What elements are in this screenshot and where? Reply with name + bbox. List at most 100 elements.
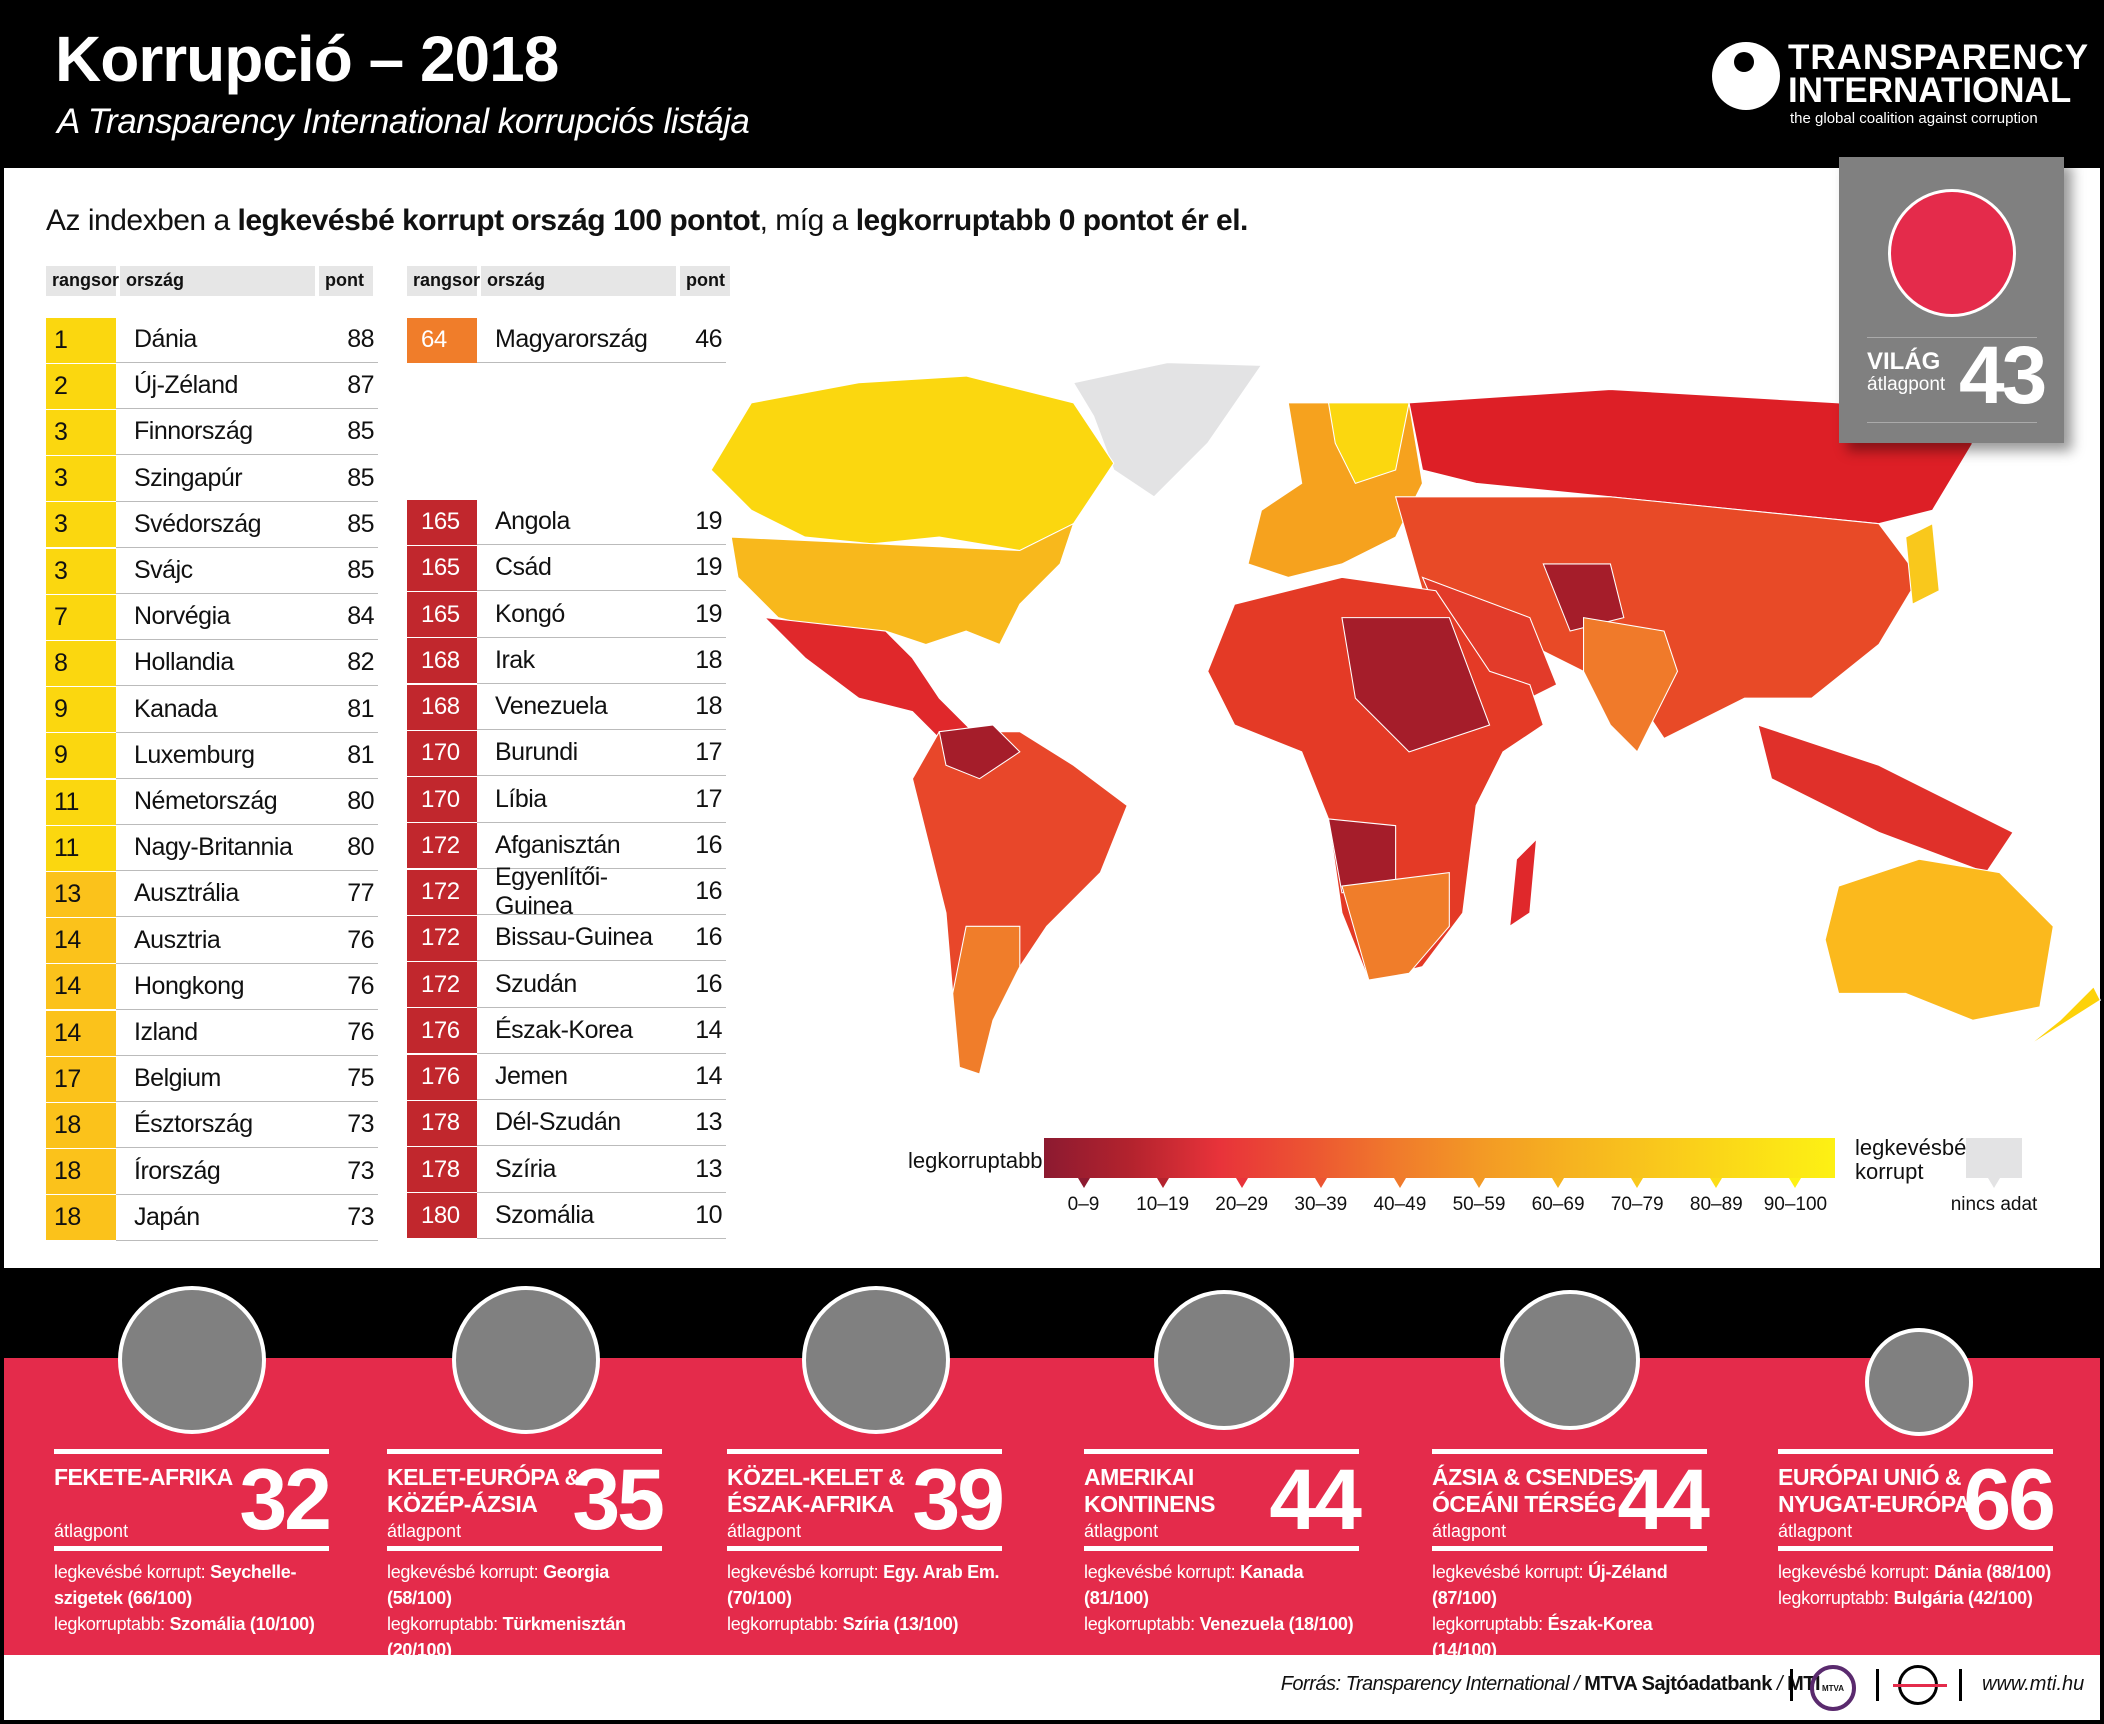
rank-cell: 14 xyxy=(46,918,116,964)
rank-cell: 172 xyxy=(407,962,477,1007)
score-cell: 18 xyxy=(672,684,726,730)
header-country: ország xyxy=(481,266,676,296)
map-south-america xyxy=(911,731,1128,1075)
score-cell: 17 xyxy=(672,730,726,777)
score-cell: 16 xyxy=(672,823,726,869)
worst-country: Venezuela (18/100) xyxy=(1199,1614,1354,1634)
header: Korrupció – 2018 A Transparency Internat… xyxy=(0,0,2104,168)
region-score: 39 xyxy=(912,1452,1005,1548)
region-title: EURÓPAI UNIÓ & NYUGAT-EURÓPA xyxy=(1778,1464,1971,1518)
country-cell: Szudán xyxy=(477,962,672,1008)
rank-cell: 172 xyxy=(407,915,477,961)
region-title: KELET-EURÓPA & KÖZÉP-ÁZSIA xyxy=(387,1464,581,1518)
worst-label: legkorruptabb: xyxy=(1084,1614,1195,1634)
rank-cell: 1 xyxy=(46,317,116,363)
score-cell: 76 xyxy=(324,1010,378,1056)
table-row: 165 Kongó 19 xyxy=(407,592,726,638)
country-cell: Dánia xyxy=(116,317,324,363)
legend-tick xyxy=(1710,1178,1723,1188)
region-head: EURÓPAI UNIÓ & NYUGAT-EURÓPA átlagpont 66 xyxy=(1778,1454,2056,1546)
world-map xyxy=(710,362,2101,1075)
worst-country: Szomália (10/100) xyxy=(169,1614,315,1634)
country-cell: Japán xyxy=(116,1195,324,1241)
score-cell: 19 xyxy=(672,592,726,638)
rank-cell: 9 xyxy=(46,687,116,733)
map-madagascar xyxy=(1509,837,1538,928)
table-row: 2 Új-Zéland 87 xyxy=(46,363,378,410)
country-cell: Észak-Korea xyxy=(477,1008,672,1054)
table-row: 3 Svédország 85 xyxy=(46,502,378,548)
country-cell: Finnország xyxy=(116,409,324,456)
legend-tick xyxy=(1988,1178,2000,1188)
divider xyxy=(1778,1449,2053,1454)
region-title-line: ÓCEÁNI TÉRSÉG xyxy=(1432,1491,1616,1517)
country-cell: Jemen xyxy=(477,1054,672,1100)
divider xyxy=(1867,337,2037,338)
rank-cell: 9 xyxy=(46,733,116,779)
world-label: VILÁG xyxy=(1867,348,1941,375)
score-cell: 80 xyxy=(324,825,378,872)
legend-high-2: korrupt xyxy=(1855,1159,1924,1184)
country-cell: Németország xyxy=(116,779,324,825)
table-row: 3 Svájc 85 xyxy=(46,548,378,594)
rank-cell: 168 xyxy=(407,684,477,730)
country-cell: Írország xyxy=(116,1149,324,1195)
score-cell: 75 xyxy=(324,1056,378,1103)
region-title: ÁZSIA & CSENDES- ÓCEÁNI TÉRSÉG xyxy=(1432,1464,1641,1518)
score-cell: 16 xyxy=(672,869,726,915)
rank-cell: 165 xyxy=(407,592,477,637)
divider xyxy=(1959,1669,1962,1701)
table-row: 165 Angola 19 xyxy=(407,499,726,545)
table-row: 8 Hollandia 82 xyxy=(46,640,378,687)
table-row: 18 Észtország 73 xyxy=(46,1102,378,1149)
website-link[interactable]: www.mti.hu xyxy=(1982,1673,2085,1695)
country-cell: Burundi xyxy=(477,730,672,777)
intro-bold: legkorruptabb 0 pontot ér el. xyxy=(855,204,1249,237)
legend-range-label: 10–19 xyxy=(1136,1194,1190,1215)
best-line: legkevésbé korrupt: Új-Zéland (87/100) xyxy=(1432,1559,1707,1611)
country-cell: Kongó xyxy=(477,592,672,638)
table-row: 170 Líbia 17 xyxy=(407,777,726,823)
table-row: 11 Németország 80 xyxy=(46,779,378,825)
rank-cell: 165 xyxy=(407,499,477,545)
source-sep: / xyxy=(1771,1673,1788,1695)
table-row: 18 Írország 73 xyxy=(46,1149,378,1195)
score-cell: 17 xyxy=(672,777,726,823)
rank-cell: 64 xyxy=(407,317,477,363)
map-new-zealand xyxy=(2026,985,2101,1048)
table-row: 3 Szingapúr 85 xyxy=(46,456,378,502)
best-country: Seychelle-szigetek (66/100) xyxy=(54,1562,297,1608)
logo-tagline: the global coalition against corruption xyxy=(1790,110,2038,127)
divider xyxy=(1432,1546,1707,1551)
best-line: legkevésbé korrupt: Kanada (81/100) xyxy=(1084,1559,1359,1611)
rank-cell: 18 xyxy=(46,1149,116,1195)
score-cell: 85 xyxy=(324,456,378,502)
score-cell: 16 xyxy=(672,915,726,962)
ti-logo-icon xyxy=(1712,42,1780,110)
legend-tick xyxy=(1631,1178,1644,1188)
region-avg-label: átlagpont xyxy=(1432,1521,1507,1541)
region-circle xyxy=(452,1286,600,1434)
region-circle xyxy=(1865,1328,1973,1436)
footer: Forrás: Transparency International / MTV… xyxy=(0,1655,2104,1724)
table-row: 17 Belgium 75 xyxy=(46,1056,378,1103)
region-info: legkevésbé korrupt: Dánia (88/100) legkor… xyxy=(1778,1559,2053,1611)
table-row: 64 Magyarország 46 xyxy=(407,317,726,363)
country-cell: Dél-Szudán xyxy=(477,1100,672,1147)
country-cell: Svédország xyxy=(116,502,324,548)
score-cell: 88 xyxy=(324,317,378,363)
region-title-line: KÖZÉP-ÁZSIA xyxy=(387,1491,538,1517)
table-row: 14 Izland 76 xyxy=(46,1010,378,1056)
region-head: KELET-EURÓPA & KÖZÉP-ÁZSIA átlagpont 35 xyxy=(387,1454,665,1546)
map-scandinavia xyxy=(1327,402,1410,485)
best-line: legkevésbé korrupt: Seychelle-szigetek (… xyxy=(54,1559,329,1611)
country-cell: Afganisztán xyxy=(477,823,672,869)
legend-range-label: 60–69 xyxy=(1531,1194,1585,1215)
rank-cell: 170 xyxy=(407,730,477,776)
divider xyxy=(1084,1449,1359,1454)
rank-cell: 168 xyxy=(407,638,477,684)
country-cell: Nagy-Britannia xyxy=(116,825,324,872)
legend-tick xyxy=(1077,1178,1090,1188)
country-cell: Szomália xyxy=(477,1193,672,1239)
score-cell: 80 xyxy=(324,779,378,825)
